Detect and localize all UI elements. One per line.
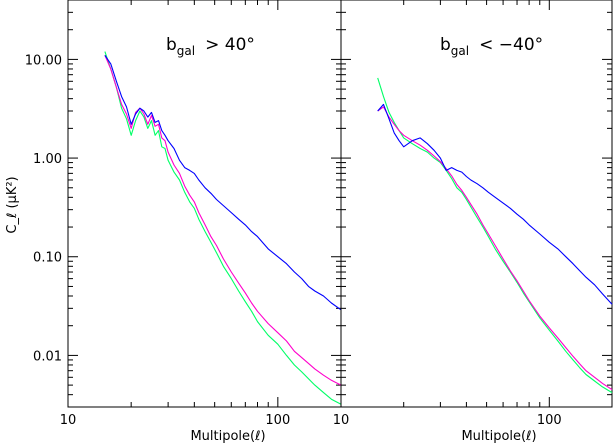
panel-left: 10 100 10.00 1.00 0.10 0.01 bgal > 40° Multipo…	[5, 0, 342, 444]
x-axis-label-right: Multipole(ℓ)	[461, 429, 536, 444]
panel-title-sub: gal	[177, 44, 195, 58]
x-tick-label: 10	[333, 413, 350, 428]
panel-right: 10 100 bgal < −40° Multipole(ℓ)	[333, 0, 613, 444]
series-lines-right	[377, 77, 613, 394]
series-lines-left	[104, 51, 342, 405]
series-line-3	[377, 103, 613, 305]
panel-title-left: bgal > 40°	[166, 35, 255, 58]
x-axis-label-left: Multipole(ℓ)	[190, 429, 265, 444]
series-line-1	[104, 51, 342, 405]
panel-title-main: b	[440, 35, 451, 55]
ticks-right	[340, 0, 613, 408]
x-tick-label: 100	[537, 413, 562, 428]
tick-labels-left: 10 100 10.00 1.00 0.10 0.01	[25, 53, 290, 428]
panel-title-main: b	[166, 35, 177, 55]
y-tick-label: 1.00	[33, 152, 62, 167]
plot-frame-right	[340, 0, 613, 408]
panel-title-right: bgal < −40°	[440, 35, 543, 58]
panel-title-sub: gal	[451, 44, 469, 58]
tick-labels-right: 10 100	[333, 413, 562, 428]
series-line-1	[377, 77, 613, 394]
x-tick-label: 10	[60, 413, 77, 428]
y-tick-label: 0.10	[33, 251, 62, 266]
y-axis-label: C_ℓ (μK²)	[5, 176, 20, 233]
series-line-3	[104, 54, 342, 311]
x-tick-label: 100	[265, 413, 290, 428]
y-tick-label: 0.01	[33, 349, 62, 364]
panel-title-rest: > 40°	[205, 35, 255, 55]
panel-title-rest: < −40°	[479, 35, 543, 55]
series-line-2	[104, 55, 342, 386]
y-tick-label: 10.00	[25, 53, 62, 68]
series-line-2	[377, 106, 613, 391]
